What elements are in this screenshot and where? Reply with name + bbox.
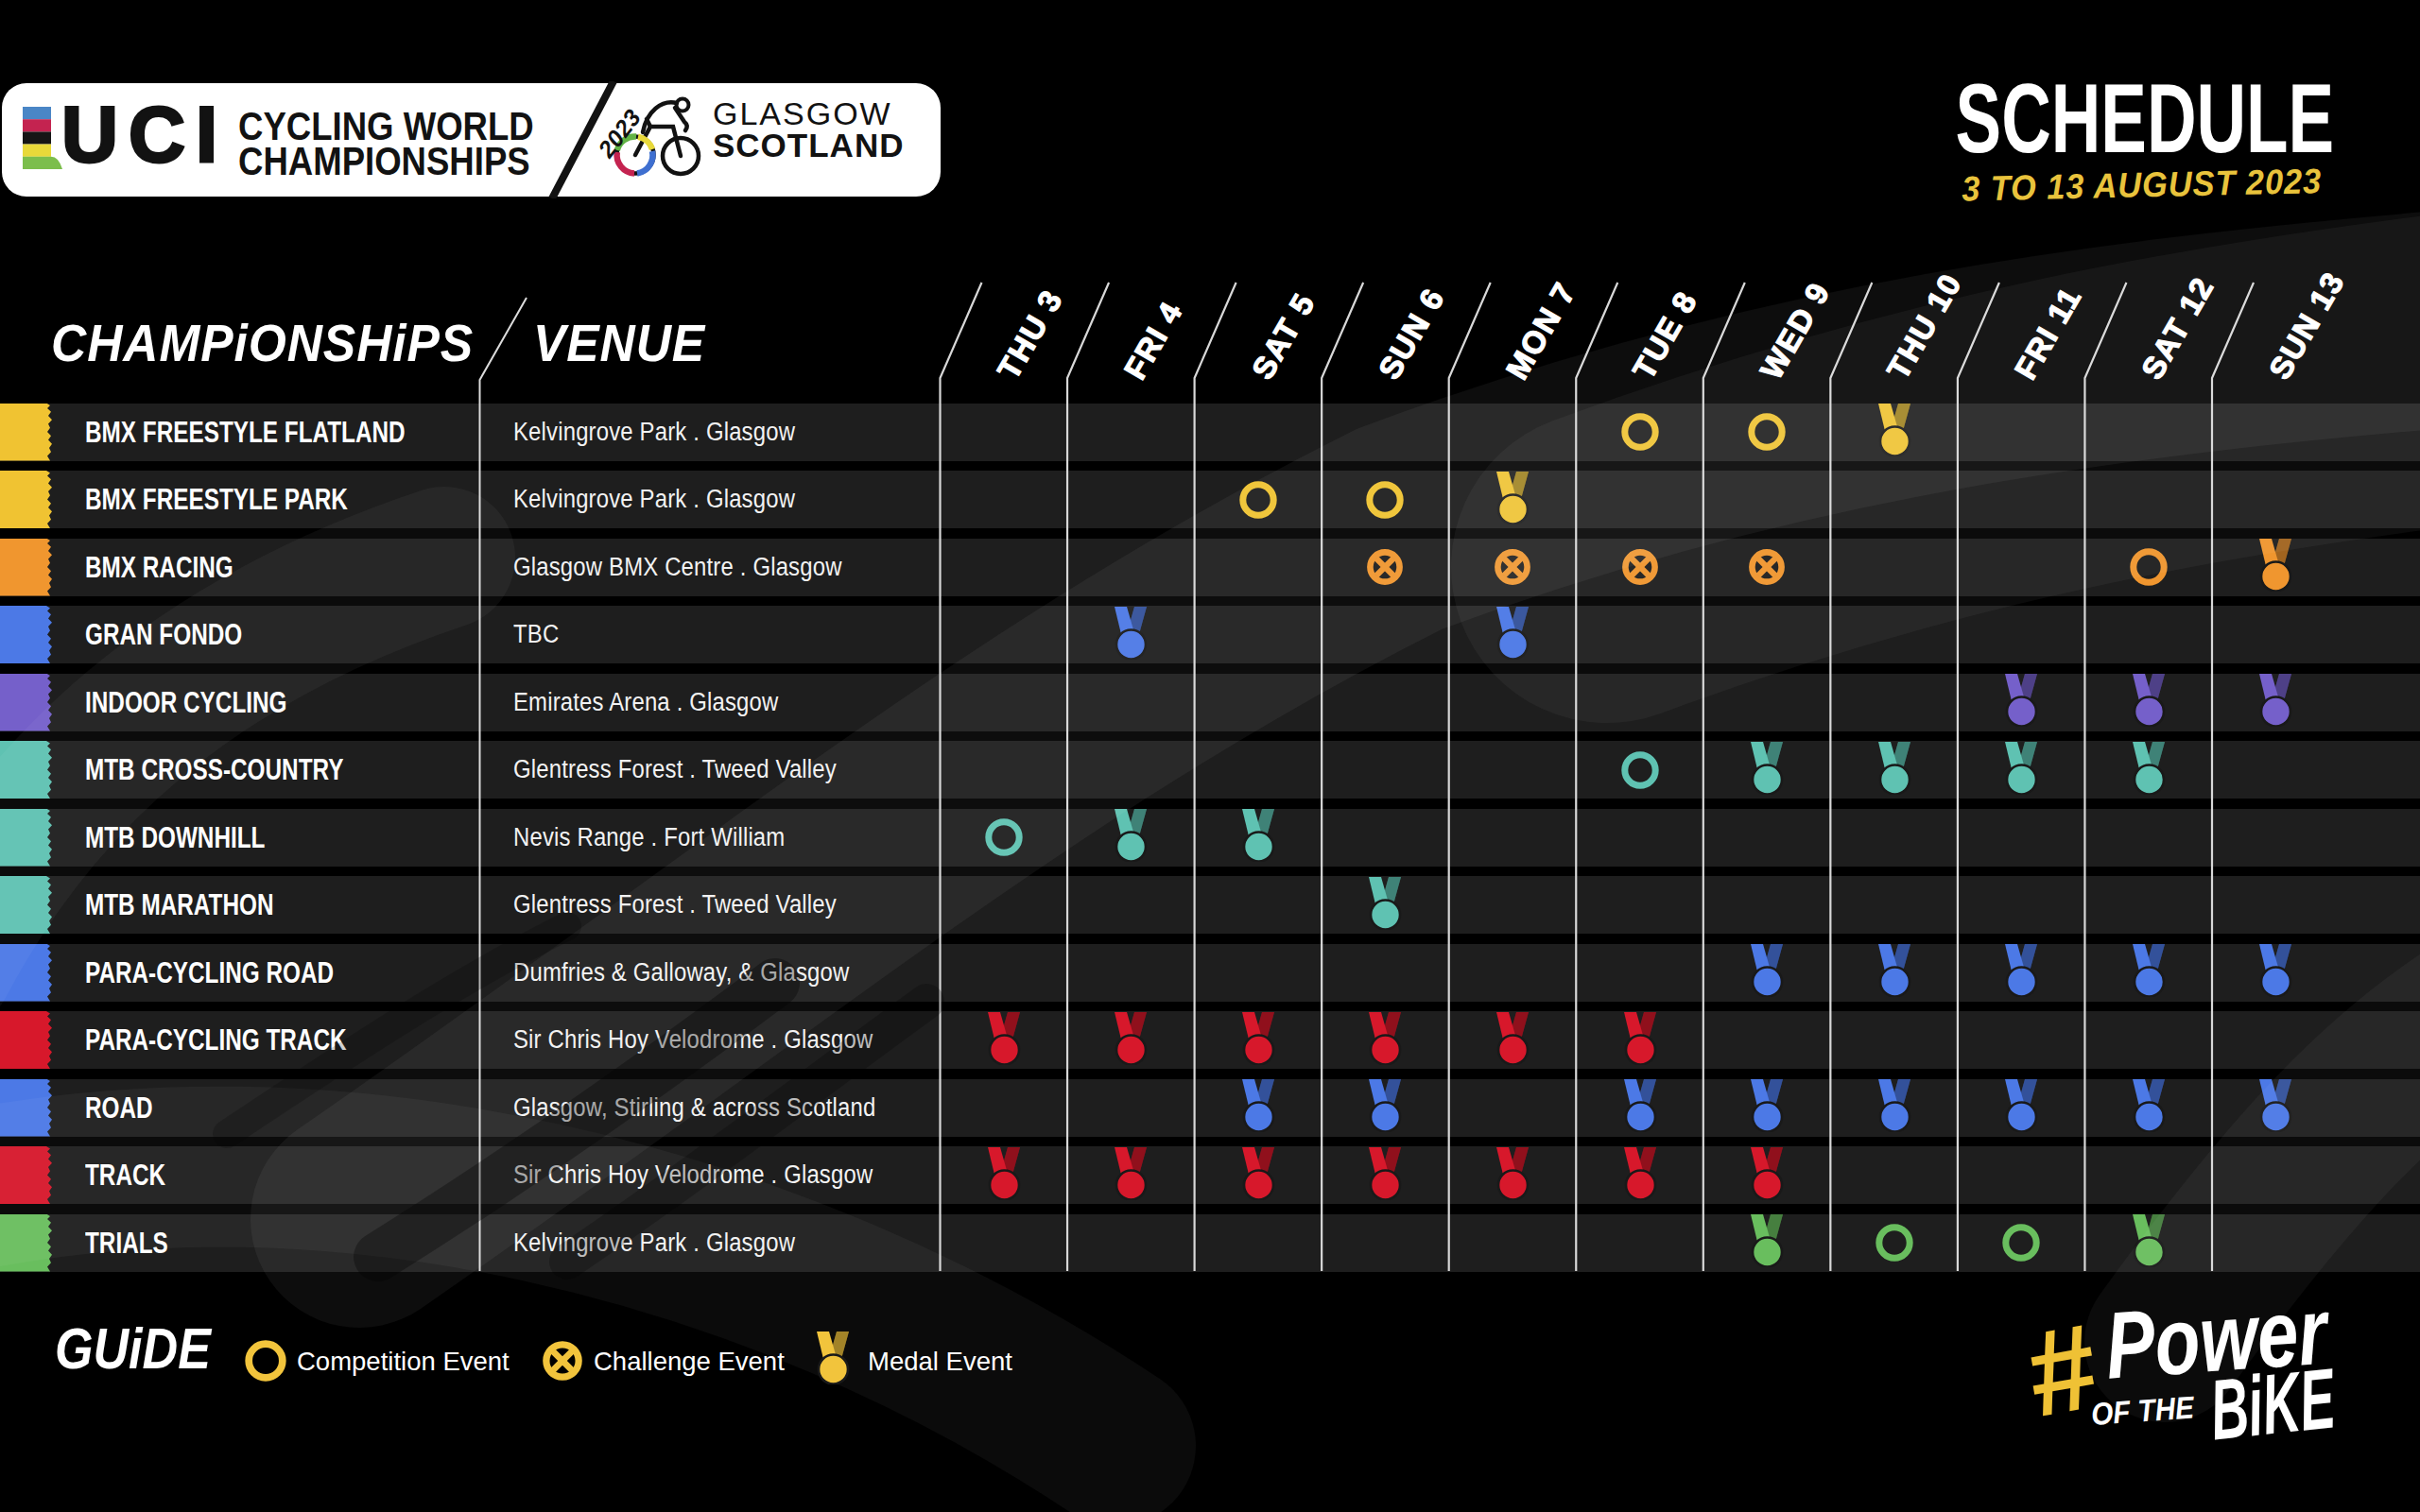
svg-text:2023: 2023 xyxy=(599,104,646,163)
